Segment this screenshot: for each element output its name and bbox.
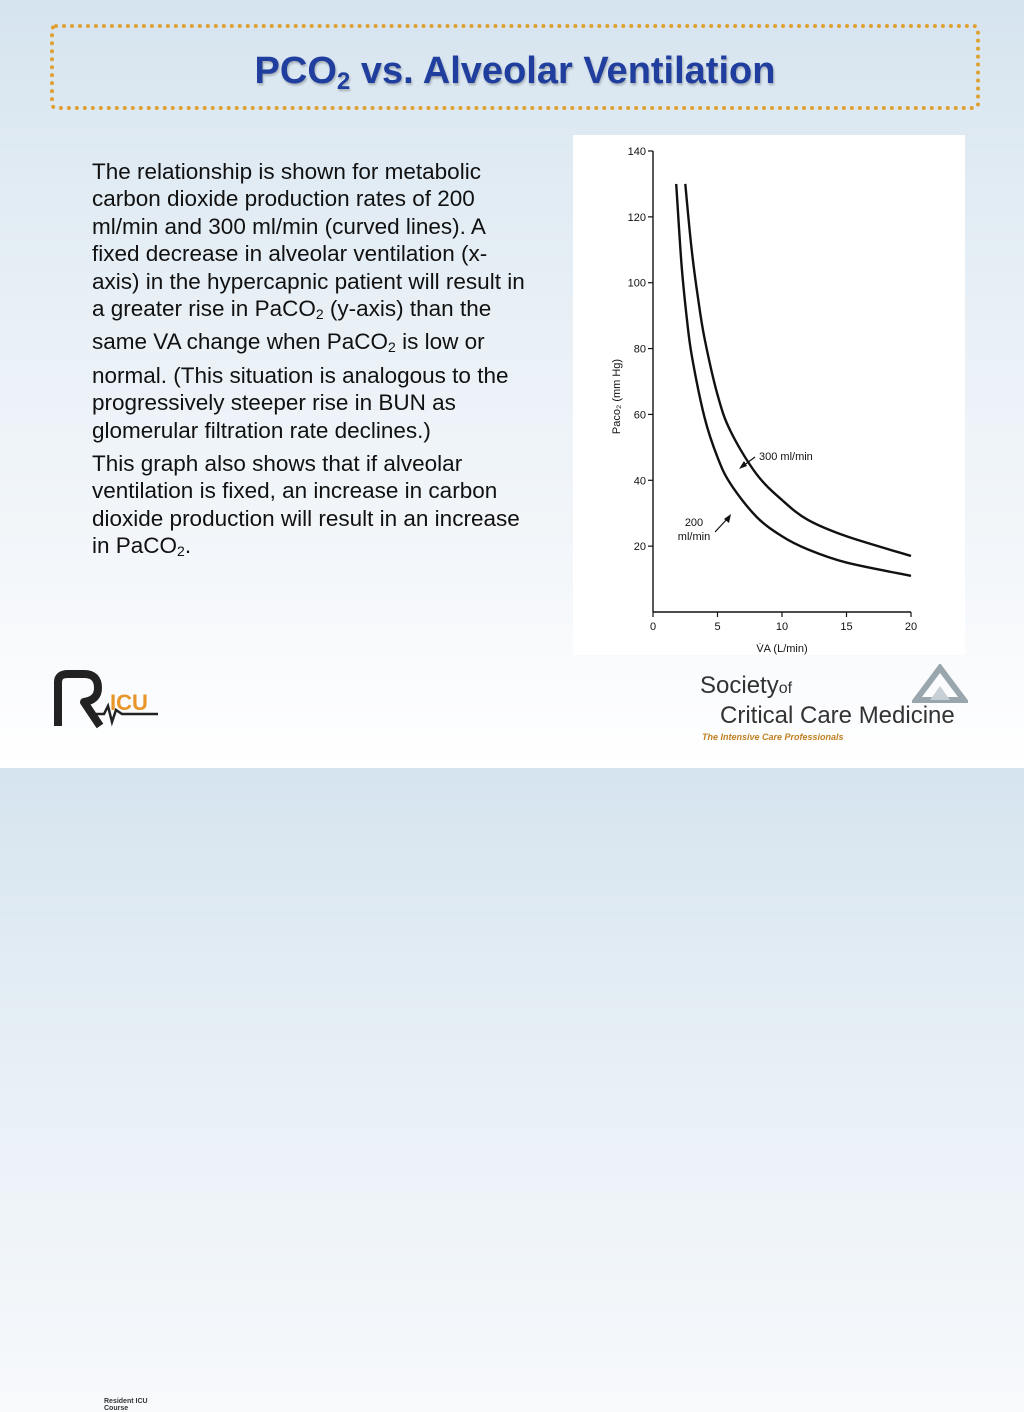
x-tick-label-5: 5 <box>714 621 720 633</box>
series-label-300: 300 ml/min <box>759 451 813 463</box>
x-tick-label-20: 20 <box>905 621 917 633</box>
x-tick-label-0: 0 <box>650 621 656 633</box>
y-tick-label-40: 40 <box>634 475 646 487</box>
y-tick-label-20: 20 <box>634 541 646 553</box>
x-axis-label: V̇A (L/min) <box>756 642 807 655</box>
paragraph-fixed-ventilation: This graph also shows that if alveolar v… <box>92 451 520 560</box>
sccm-tagline: The Intensive Care Professionals <box>702 732 844 742</box>
series-curve-300 <box>684 183 912 558</box>
y-tick-label-60: 60 <box>634 409 646 421</box>
slide-title: PCO2 vs. Alveolar Ventilation <box>254 50 776 95</box>
ricu-logo: ICU Resident ICU Course <box>46 670 166 1412</box>
series-arrowhead-200 <box>724 514 731 523</box>
y-tick-label-100: 100 <box>628 278 646 290</box>
svg-text:ICU: ICU <box>110 690 148 715</box>
body-text: The relationship is shown for metabolic … <box>92 158 532 572</box>
series-arrowhead-300 <box>739 461 747 469</box>
series-curve-200 <box>675 183 912 577</box>
pco2-ventilation-chart: 20 40 60 80 100 120 140 0 5 10 15 20 V̇A (L/min) Paco… <box>611 146 917 655</box>
y-tick-label-140: 140 <box>628 146 646 158</box>
title-frame: PCO2 vs. Alveolar Ventilation <box>50 24 980 110</box>
sccm-society-text: Societyof <box>700 672 793 699</box>
sccm-logo: Societyof Critical Care Medicine The Int… <box>700 664 980 752</box>
paragraph-relationship: The relationship is shown for metabolic … <box>92 159 525 443</box>
series-label-200-line1: 200 <box>685 517 703 529</box>
sccm-triangle-icon <box>912 664 968 703</box>
chart-panel: 20 40 60 80 100 120 140 0 5 10 15 20 V̇A (L/min) Paco… <box>573 135 965 655</box>
y-axis-label: Paco₂ (mm Hg) <box>611 359 623 434</box>
series-label-200-line2: ml/min <box>678 531 710 543</box>
y-tick-label-80: 80 <box>634 344 646 356</box>
ricu-subtitle: Resident ICU Course <box>104 1398 148 1412</box>
ricu-logo-mark: ICU <box>54 670 158 729</box>
x-tick-label-15: 15 <box>840 621 852 633</box>
x-tick-label-10: 10 <box>776 621 788 633</box>
y-tick-label-120: 120 <box>628 212 646 224</box>
sccm-ccm-text: Critical Care Medicine <box>720 702 955 729</box>
